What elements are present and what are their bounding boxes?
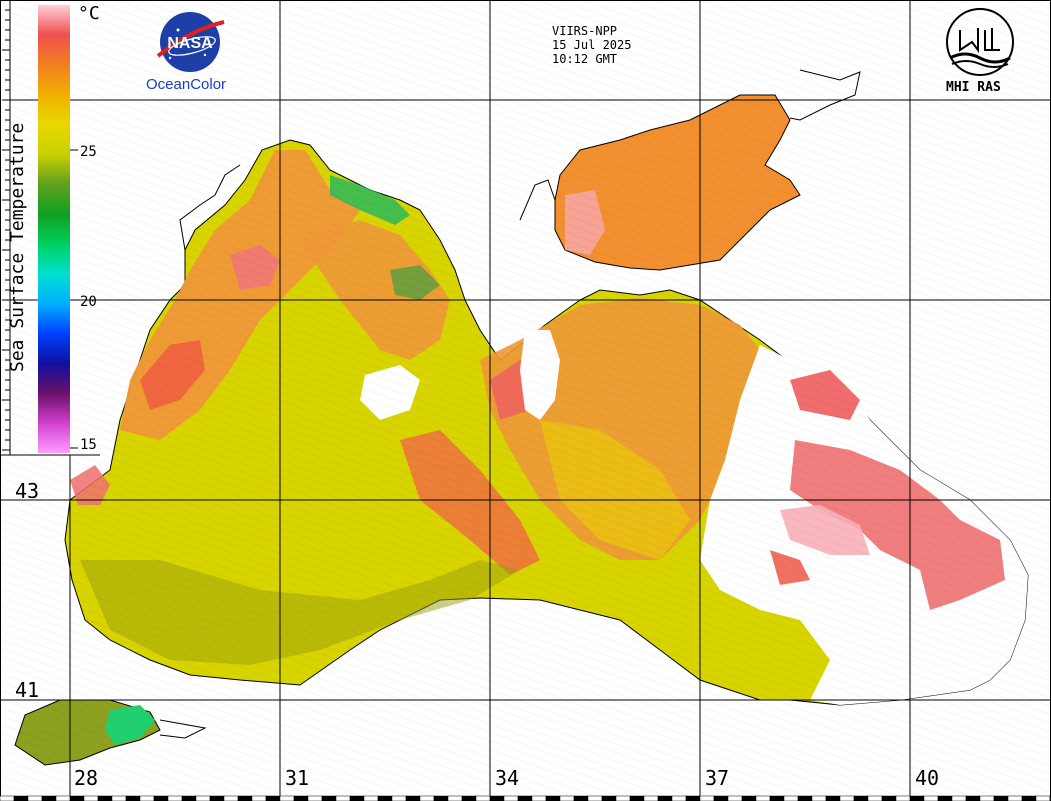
oceancolor-caption: OceanColor [146, 76, 227, 93]
colorbar-tick-15: 15 [80, 437, 97, 453]
satellite-time: 10:12 GMT [552, 52, 618, 66]
satellite-date: 15 Jul 2025 [552, 38, 632, 52]
mhi-caption: MHI RAS [946, 80, 1001, 95]
colorbar-tick-20: 20 [80, 294, 97, 310]
bottom-scale-ticks [0, 795, 1051, 801]
satellite-info: VIIRS-NPP 15 Jul 2025 10:12 GMT [552, 24, 631, 66]
lat-label-43: 43 [15, 479, 40, 503]
colorbar-title: Sea Surface Temperature [7, 122, 28, 372]
lat-label-41: 41 [15, 678, 40, 702]
mhi-logo [946, 8, 1014, 76]
nasa-logo: NASA [156, 12, 225, 72]
lon-label-37: 37 [705, 766, 730, 790]
lon-label-28: 28 [74, 766, 99, 790]
satellite-name: VIIRS-NPP [552, 24, 618, 38]
lon-label-34: 34 [495, 766, 520, 790]
colorbar-tick-25: 25 [80, 144, 97, 160]
lon-label-31: 31 [285, 766, 310, 790]
left-scale-ticks [2, 0, 10, 451]
colorbar [38, 5, 70, 453]
nasa-logo-text: NASA [167, 35, 213, 52]
lon-label-40: 40 [915, 766, 940, 790]
colorbar-unit: °C [78, 3, 100, 24]
